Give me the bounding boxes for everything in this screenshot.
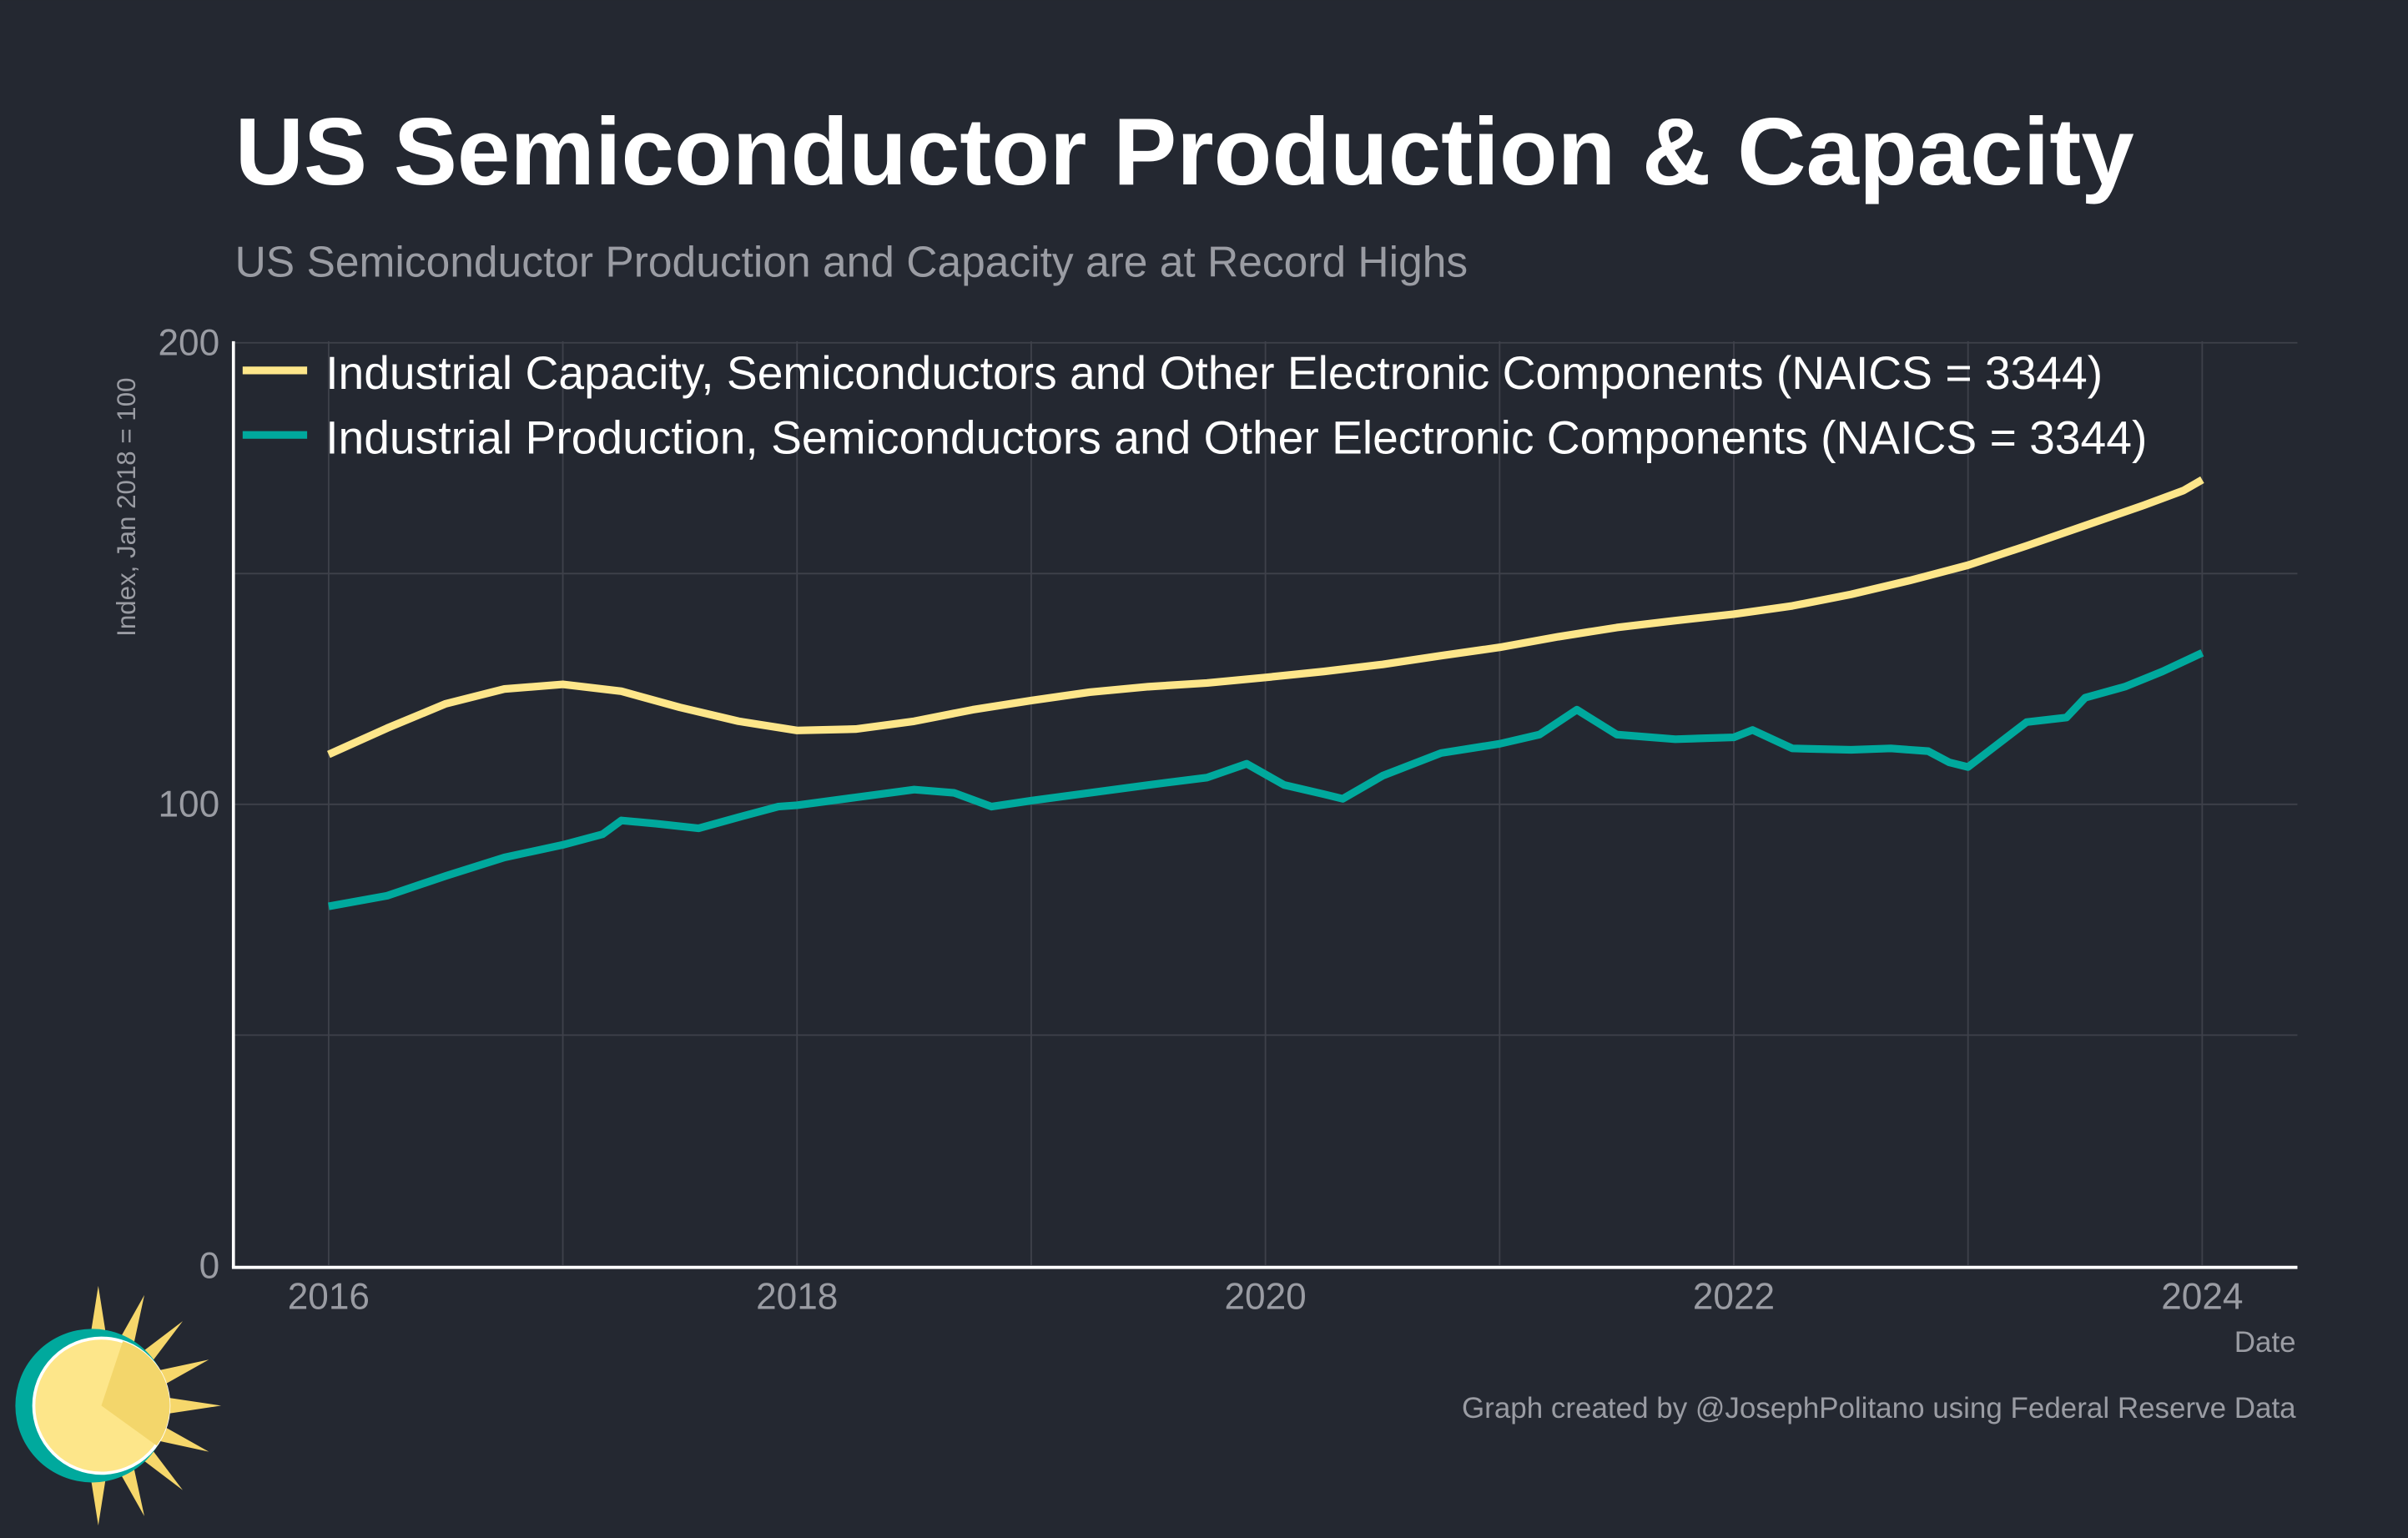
chart-subtitle: US Semiconductor Production and Capacity… [235,238,1468,286]
capacity-line [326,476,2204,759]
y-tick-label: 200 [159,322,220,363]
x-tick-label: 2018 [756,1276,838,1317]
sun-logo-icon [15,1285,222,1525]
y-tick-labels: 0 100 200 [159,322,220,1286]
x-axis-label: Date [2234,1326,2296,1359]
legend-label-capacity: Industrial Capacity, Semiconductors and … [325,347,2103,399]
legend: Industrial Capacity, Semiconductors and … [242,347,2147,463]
grid [233,340,2298,1268]
x-tick-label: 2022 [1693,1276,1775,1317]
x-tick-label: 2024 [2161,1276,2243,1317]
footer-credit: Graph created by @JosephPolitano using F… [1462,1392,2296,1425]
y-tick-label: 100 [159,784,220,825]
x-tick-label: 2020 [1225,1276,1307,1317]
x-tick-labels: 2016 2018 2020 2022 2024 [288,1276,2244,1317]
legend-label-production: Industrial Production, Semiconductors an… [325,411,2147,463]
y-axis-label: Index, Jan 2018 = 100 [112,378,141,637]
x-tick-label: 2016 [288,1276,370,1317]
production-line [328,649,2204,910]
series-lines [326,476,2204,910]
chart-title: US Semiconductor Production & Capacity [235,99,2134,205]
y-tick-label: 0 [199,1246,220,1287]
